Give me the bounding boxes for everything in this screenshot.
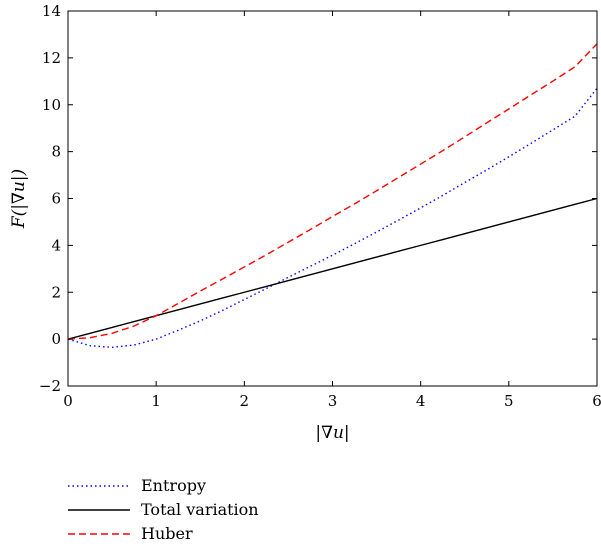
x-tick-label: 5 — [504, 392, 514, 410]
y-tick-label: 6 — [51, 190, 61, 208]
y-tick-label: 10 — [42, 96, 61, 114]
y-axis: −2 0 2 4 6 8 10 12 14 — [39, 2, 597, 395]
plot-frame — [67, 10, 598, 387]
x-tick-label: 3 — [328, 392, 338, 410]
y-tick-label: 0 — [51, 330, 61, 348]
legend: Entropy Total variation Huber — [68, 476, 259, 543]
legend-label-2: Huber — [141, 524, 193, 543]
x-tick-label: 4 — [416, 392, 426, 410]
series-line-1 — [67, 197, 598, 340]
y-tick-label: 2 — [51, 283, 61, 301]
y-tick-label: 12 — [42, 49, 61, 67]
legend-label-0: Entropy — [141, 476, 206, 495]
y-tick-label: 4 — [51, 236, 61, 254]
series-lines — [67, 43, 598, 349]
series-line-0 — [67, 87, 598, 349]
x-tick-label: 1 — [151, 392, 161, 410]
y-axis-title: F(|∇u|) — [9, 169, 29, 229]
legend-label-1: Total variation — [141, 500, 259, 519]
x-axis-title: |∇u| — [315, 423, 349, 443]
x-tick-label: 0 — [63, 392, 73, 410]
x-tick-label: 2 — [240, 392, 250, 410]
y-tick-label: 14 — [42, 2, 61, 20]
x-tick-label: 6 — [592, 392, 601, 410]
y-tick-label: −2 — [39, 377, 61, 395]
y-tick-label: 8 — [51, 143, 61, 161]
x-axis: 0 1 2 3 4 5 6 — [63, 11, 601, 410]
series-line-2 — [67, 43, 598, 340]
